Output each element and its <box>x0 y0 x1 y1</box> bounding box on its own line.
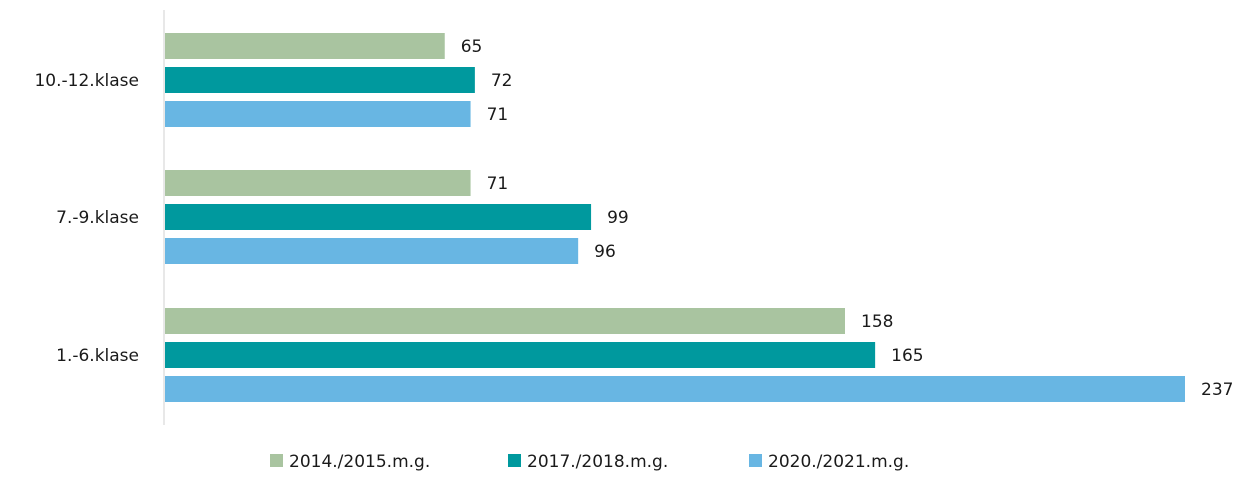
bar-value-label: 71 <box>487 105 509 125</box>
bar-value-label: 65 <box>461 37 483 57</box>
bar <box>165 33 445 59</box>
legend-label: 2017./2018.m.g. <box>527 452 668 472</box>
bar <box>165 204 592 230</box>
bar <box>165 170 471 196</box>
legend: 2014./2015.m.g. 2017./2018.m.g. 2020./2021… <box>270 452 909 472</box>
category-label: 1.-6.klase <box>56 346 139 366</box>
legend-swatch <box>270 454 283 467</box>
bar <box>165 342 876 368</box>
bar-value-label: 158 <box>861 312 893 332</box>
bar-value-label: 72 <box>491 71 513 91</box>
bar <box>165 67 475 93</box>
bar <box>165 101 471 127</box>
bar-value-label: 99 <box>607 208 629 228</box>
legend-label: 2020./2021.m.g. <box>768 452 909 472</box>
bar-value-label: 96 <box>594 242 616 262</box>
legend-label: 2014./2015.m.g. <box>289 452 430 472</box>
bar <box>165 376 1185 402</box>
bar-value-label: 237 <box>1201 380 1233 400</box>
legend-swatch <box>508 454 521 467</box>
bars-layer: 10.-12.klase 65 72 71 7.-9.klase 71 99 96 1.-6.k… <box>34 33 1233 402</box>
category-label: 10.-12.klase <box>34 71 139 91</box>
bar-value-label: 71 <box>487 174 509 194</box>
legend-swatch <box>749 454 762 467</box>
bar <box>165 238 579 264</box>
bar <box>165 308 845 334</box>
category-label: 7.-9.klase <box>56 208 139 228</box>
bar-value-label: 165 <box>891 346 923 366</box>
